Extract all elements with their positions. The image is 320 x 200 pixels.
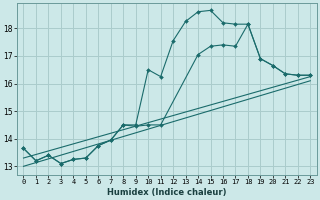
- X-axis label: Humidex (Indice chaleur): Humidex (Indice chaleur): [107, 188, 227, 197]
